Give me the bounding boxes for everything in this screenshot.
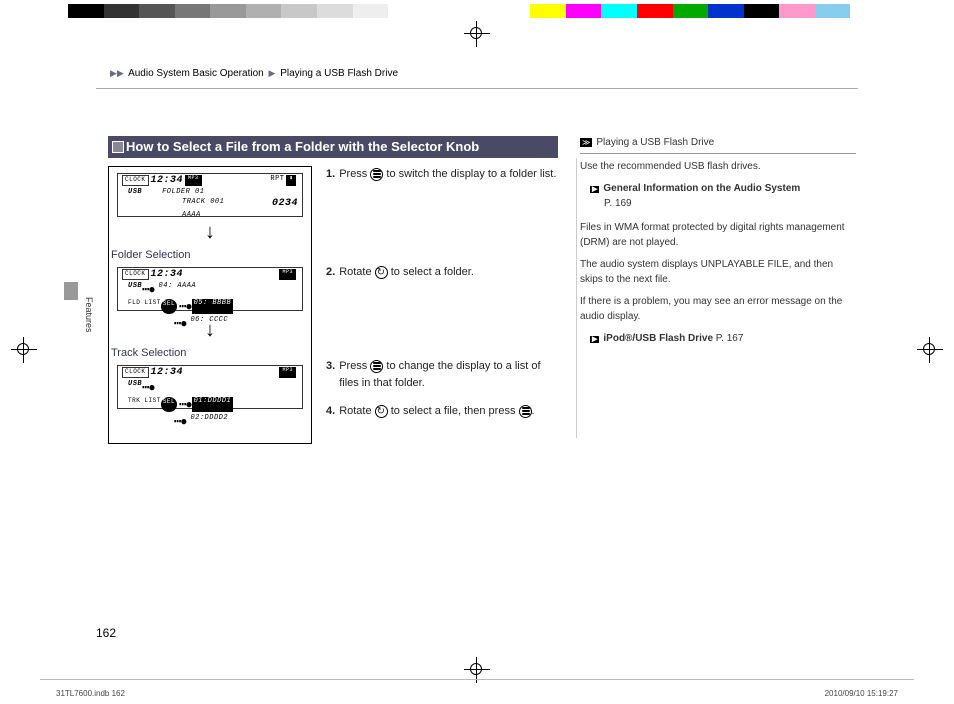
- sidebar-text: The audio system displays UNPLAYABLE FIL…: [580, 258, 856, 287]
- registration-mark: [467, 24, 487, 44]
- selector-knob-icon: [375, 405, 388, 418]
- step-4: 4. Rotate to select a file, then press .: [326, 403, 560, 420]
- lcd-screen-initial: CLOCK12:34MP3RPT▮ USBFOLDER 01 TRACK 001…: [117, 173, 303, 217]
- registration-mark: [467, 660, 487, 680]
- registration-mark: [14, 340, 34, 360]
- sidebar-link: iPod®/USB Flash Drive P. 167: [580, 332, 856, 347]
- arrow-down-icon: ↓: [205, 221, 215, 244]
- lcd-screen-folder: CLOCK12:34MP3 USB⋯●04: AAAA FLD LISTSEL⋯…: [117, 267, 303, 311]
- breadcrumb-item: Audio System Basic Operation: [128, 68, 264, 79]
- instruction-list: 1. Press to switch the display to a fold…: [326, 166, 560, 432]
- menu-button-icon: [370, 360, 383, 373]
- registration-mark: [920, 340, 940, 360]
- info-sidebar: Playing a USB Flash Drive Use the recomm…: [580, 136, 856, 347]
- folder-selection-label: Folder Selection: [111, 249, 191, 261]
- chevron-icon: ▶: [268, 68, 275, 78]
- step-2: 2. Rotate to select a folder.: [326, 264, 560, 346]
- divider: [96, 88, 858, 89]
- selector-knob-icon: [375, 266, 388, 279]
- print-footer: 31TL7600.indb 162 2010/09/10 15:19:27: [56, 689, 898, 698]
- step-1: 1. Press to switch the display to a fold…: [326, 166, 560, 252]
- menu-button-icon: [370, 168, 383, 181]
- sidebar-text: If there is a problem, you may see an er…: [580, 295, 856, 324]
- footer-timestamp: 2010/09/10 15:19:27: [825, 689, 898, 698]
- display-diagram: CLOCK12:34MP3RPT▮ USBFOLDER 01 TRACK 001…: [108, 166, 312, 444]
- section-title: How to Select a File from a Folder with …: [108, 136, 558, 158]
- step-3: 3. Press to change the display to a list…: [326, 358, 560, 391]
- vertical-divider: [576, 158, 577, 438]
- divider: [40, 679, 914, 680]
- arrow-down-icon: ↓: [205, 319, 215, 342]
- page-reference: P. 169: [604, 197, 856, 212]
- page-number: 162: [96, 626, 116, 640]
- breadcrumb: ▶▶ Audio System Basic Operation ▶ Playin…: [108, 68, 398, 79]
- sidebar-text: Files in WMA format protected by digital…: [580, 221, 856, 250]
- track-selection-label: Track Selection: [111, 347, 186, 359]
- section-tab: Features: [82, 290, 94, 340]
- sidebar-heading: Playing a USB Flash Drive: [580, 136, 856, 154]
- chevron-icon: ▶▶: [110, 68, 124, 78]
- color-calibration-bar: [68, 4, 886, 18]
- breadcrumb-item: Playing a USB Flash Drive: [280, 68, 398, 79]
- menu-button-icon: [519, 405, 532, 418]
- lcd-screen-track: CLOCK12:34MP3 USB⋯● TRK LISTSEL⋯●01:DDDD…: [117, 365, 303, 409]
- page: ▶▶ Audio System Basic Operation ▶ Playin…: [0, 0, 954, 704]
- footer-file: 31TL7600.indb 162: [56, 689, 125, 698]
- sidebar-text: Use the recommended USB flash drives.: [580, 160, 856, 175]
- sidebar-link: General Information on the Audio System: [580, 182, 856, 197]
